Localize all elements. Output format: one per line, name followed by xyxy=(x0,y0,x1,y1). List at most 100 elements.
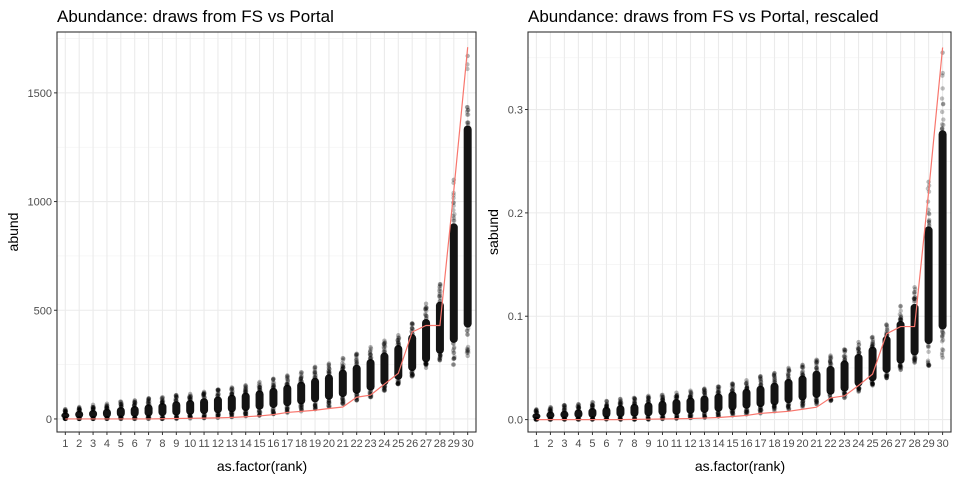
data-point xyxy=(534,410,540,415)
data-point xyxy=(216,412,221,417)
data-point-core xyxy=(546,411,555,419)
data-point xyxy=(382,348,388,353)
data-point xyxy=(659,392,665,398)
data-point xyxy=(409,373,414,379)
data-point xyxy=(939,328,945,333)
data-point xyxy=(257,387,263,392)
data-point xyxy=(341,397,346,403)
data-point xyxy=(604,402,609,407)
data-point xyxy=(284,376,290,382)
data-point xyxy=(257,385,262,391)
data-point xyxy=(533,417,538,422)
data-point xyxy=(90,404,96,410)
data-point xyxy=(800,401,806,406)
data-point xyxy=(424,306,429,311)
data-point xyxy=(257,411,262,417)
data-point xyxy=(800,364,806,370)
data-point xyxy=(62,416,67,421)
data-point xyxy=(423,307,428,312)
data-point xyxy=(160,398,165,404)
data-point xyxy=(257,384,263,390)
data-point xyxy=(589,405,595,411)
data-point xyxy=(716,384,721,390)
data-point xyxy=(187,393,192,399)
data-point xyxy=(174,398,179,404)
data-point xyxy=(842,389,848,395)
data-point xyxy=(688,390,694,396)
data-point xyxy=(424,316,429,321)
data-point xyxy=(912,290,917,295)
data-point xyxy=(674,413,680,419)
data-point xyxy=(576,405,582,411)
data-point-core xyxy=(338,369,347,398)
data-point xyxy=(941,117,946,122)
data-point xyxy=(77,406,82,412)
data-point xyxy=(912,357,918,363)
data-point xyxy=(215,413,221,418)
data-point xyxy=(173,393,178,398)
data-point xyxy=(939,122,945,127)
data-point-core xyxy=(422,318,431,363)
data-point xyxy=(410,326,416,332)
data-point xyxy=(800,398,806,404)
data-point xyxy=(326,370,332,375)
data-point xyxy=(243,389,249,394)
data-point xyxy=(244,411,249,416)
data-point xyxy=(284,405,290,410)
data-point xyxy=(159,400,165,405)
data-point xyxy=(257,388,263,393)
data-point xyxy=(687,394,693,400)
data-point xyxy=(339,397,345,402)
data-point-min xyxy=(800,404,805,410)
data-point xyxy=(146,396,151,401)
x-tick-label: 18 xyxy=(768,438,780,450)
data-point xyxy=(313,403,318,408)
data-point xyxy=(827,358,833,363)
x-tick-label: 12 xyxy=(684,438,696,450)
data-point xyxy=(590,400,596,405)
data-point xyxy=(814,365,819,371)
data-point xyxy=(326,362,332,368)
data-point xyxy=(898,316,904,322)
data-point-core xyxy=(742,388,751,409)
data-point xyxy=(63,408,68,413)
data-point xyxy=(702,386,707,392)
data-point xyxy=(326,368,332,374)
data-point xyxy=(340,396,345,401)
data-point xyxy=(940,101,946,107)
data-point xyxy=(716,413,721,418)
data-point-max xyxy=(243,383,248,388)
data-point xyxy=(271,384,276,390)
data-point-min xyxy=(926,363,931,369)
data-point-max xyxy=(758,373,763,379)
data-point xyxy=(590,403,595,408)
data-point xyxy=(327,369,332,375)
data-point xyxy=(410,321,415,327)
data-point xyxy=(687,394,693,399)
x-tick-label: 28 xyxy=(434,438,446,450)
data-point xyxy=(299,404,305,409)
data-point xyxy=(771,373,777,378)
data-point xyxy=(173,398,178,403)
data-point xyxy=(63,409,68,414)
data-point xyxy=(913,295,918,300)
data-point-max xyxy=(201,389,207,394)
x-tick-label: 11 xyxy=(671,438,682,450)
x-tick-label: 4 xyxy=(104,438,110,450)
data-point xyxy=(940,337,946,343)
data-point xyxy=(340,365,346,371)
data-point xyxy=(230,388,235,393)
data-point xyxy=(912,355,917,361)
data-point xyxy=(216,411,221,416)
y-tick-label: 0 xyxy=(46,414,52,426)
data-point xyxy=(814,397,819,403)
data-point xyxy=(465,332,470,337)
data-point xyxy=(745,385,750,391)
data-point-core xyxy=(449,223,458,343)
data-point xyxy=(743,409,749,414)
data-point xyxy=(856,346,862,351)
data-point xyxy=(229,411,234,416)
data-point xyxy=(814,368,820,373)
data-point xyxy=(326,400,332,406)
data-point xyxy=(395,381,400,386)
